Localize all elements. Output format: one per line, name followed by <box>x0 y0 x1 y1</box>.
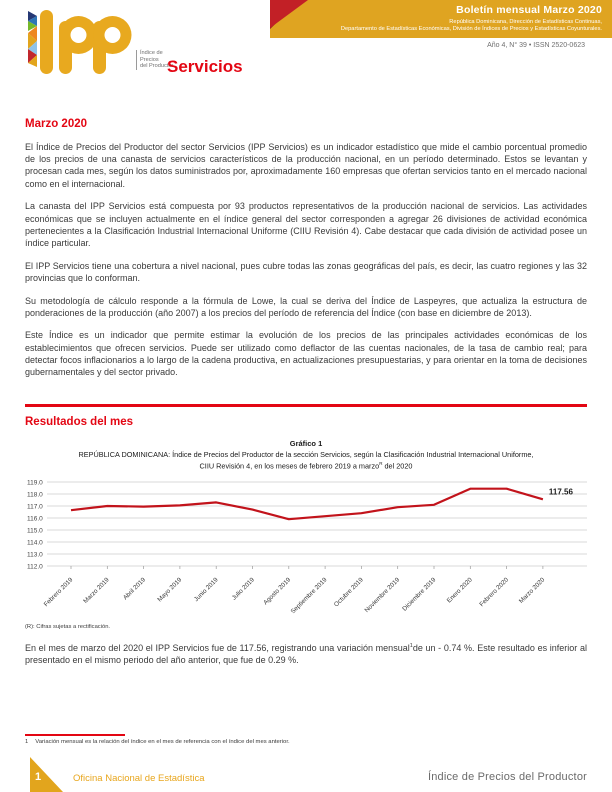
x-tick-label: Marzo 2020 <box>518 576 547 605</box>
results-section: Resultados del mes Gráfico 1 REPÚBLICA D… <box>25 404 587 675</box>
intro-paragraph: El IPP Servicios tiene una cobertura a n… <box>25 260 587 283</box>
footnote-block: 1 Variación mensual es la relación del ín… <box>25 734 587 745</box>
footnote-reference: 1 <box>409 642 413 649</box>
y-tick-label: 112.0 <box>27 563 43 570</box>
chart-subtitle-line2-text: del 2020 <box>382 460 413 470</box>
analysis-text: de un - 0.74 %. Este resultado es inferi… <box>25 642 587 666</box>
month-heading: Marzo 2020 <box>25 118 88 130</box>
banner-title: Boletín mensual Marzo 2020 <box>456 4 602 16</box>
y-tick-label: 118.0 <box>27 491 43 498</box>
x-tick-label: Agosto 2019 <box>262 576 292 606</box>
section-title: Servicios <box>167 57 243 76</box>
logo-triangles-icon <box>28 11 37 67</box>
footnote-body: Variación mensual es la relación del índ… <box>35 738 290 745</box>
issue-number: Año 4, N° 39 • ISSN 2520-0623 <box>487 42 585 49</box>
footer-publication: Índice de Precios del Productor <box>427 771 587 783</box>
y-tick-label: 115.0 <box>27 527 43 534</box>
x-tick-label: Enero 2020 <box>446 576 474 604</box>
banner-corner-red-triangle-icon <box>270 0 308 28</box>
ipp-logo <box>40 10 132 74</box>
header-banner: Boletín mensual Marzo 2020 República Dom… <box>270 0 612 38</box>
chart-subtitle-line2-text: CIIU Revisión 4, en los meses de febrero… <box>199 460 380 470</box>
last-point-value-label: 117.56 <box>549 487 574 496</box>
intro-paragraph: El Índice de Precios del Productor del s… <box>25 142 587 189</box>
chart-subtitle-line2: CIIU Revisión 4, en los meses de febrero… <box>25 459 587 470</box>
red-divider <box>25 404 587 407</box>
x-tick-label: Febrero 2019 <box>43 576 75 608</box>
logo-caption: Índice de Precios del Productor <box>136 50 173 70</box>
intro-paragraph: Este Índice es un indicador que permite … <box>25 330 587 378</box>
page-number: 1 <box>35 771 42 783</box>
analysis-text: En el mes de marzo del 2020 el IPP Servi… <box>25 642 410 653</box>
x-tick-label: Abril 2019 <box>122 576 147 601</box>
footnote-text: 1 Variación mensual es la relación del ín… <box>25 739 587 745</box>
banner-subtitle-line2: Departamento de Estadísticas Económicas,… <box>340 25 602 32</box>
x-tick-label: Julio 2019 <box>231 576 257 602</box>
logo-caption-line: del Productor <box>140 63 174 70</box>
y-tick-label: 114.0 <box>27 539 43 546</box>
footnote-marker: 1 <box>25 738 29 745</box>
intro-paragraph: La canasta del IPP Servicios está compue… <box>25 201 587 248</box>
x-tick-label: Marzo 2019 <box>82 576 111 605</box>
ipp-series-line <box>70 487 544 521</box>
intro-section: Marzo 2020 El Índice de Precios del Prod… <box>25 118 587 389</box>
x-tick-label: Febrero 2020 <box>478 576 510 608</box>
analysis-paragraph: En el mes de marzo del 2020 el IPP Servi… <box>25 640 587 666</box>
banner-subtitle: República Dominicana, Dirección de Estad… <box>312 19 602 33</box>
chart-note: (R): Cifras sujetas a rectificación. <box>25 623 111 630</box>
x-tick-label: Septiembre 2019 <box>290 576 329 615</box>
y-tick-label: 113.0 <box>27 551 43 558</box>
x-tick-label: Junio 2019 <box>193 576 220 603</box>
chart-subtitle-line1: REPÚBLICA DOMINICANA: Índice de Precios … <box>78 449 534 459</box>
x-tick-label: Noviembre 2019 <box>363 576 401 614</box>
line-chart: 119.0 118.0 117.0 116.0 115.0 114.0 113.0 112.0… <box>27 479 587 615</box>
logo-caption-line: Precios <box>140 56 159 63</box>
footnote-rule <box>25 734 125 736</box>
y-tick-label: 117.0 <box>27 503 43 510</box>
rectified-superscript: R <box>379 460 383 466</box>
results-heading: Resultados del mes <box>25 415 134 428</box>
x-tick-label: Mayo 2019 <box>156 576 183 603</box>
footer-organization: Oficina Nacional de Estadística <box>73 773 205 784</box>
x-tick-label: Diciembre 2019 <box>401 576 437 612</box>
x-tick-label: Octubre 2019 <box>333 576 365 608</box>
banner-subtitle-line1: República Dominicana, Dirección de Estad… <box>449 19 602 25</box>
y-tick-label: 116.0 <box>27 515 43 522</box>
logo-caption-line: Índice de <box>140 50 163 56</box>
y-tick-label: 119.0 <box>27 479 43 486</box>
intro-paragraph: Su metodología de cálculo responde a la … <box>25 295 587 318</box>
chart-subtitle: REPÚBLICA DOMINICANA: Índice de Precios … <box>25 450 587 470</box>
chart-heading: Gráfico 1 <box>289 438 323 448</box>
